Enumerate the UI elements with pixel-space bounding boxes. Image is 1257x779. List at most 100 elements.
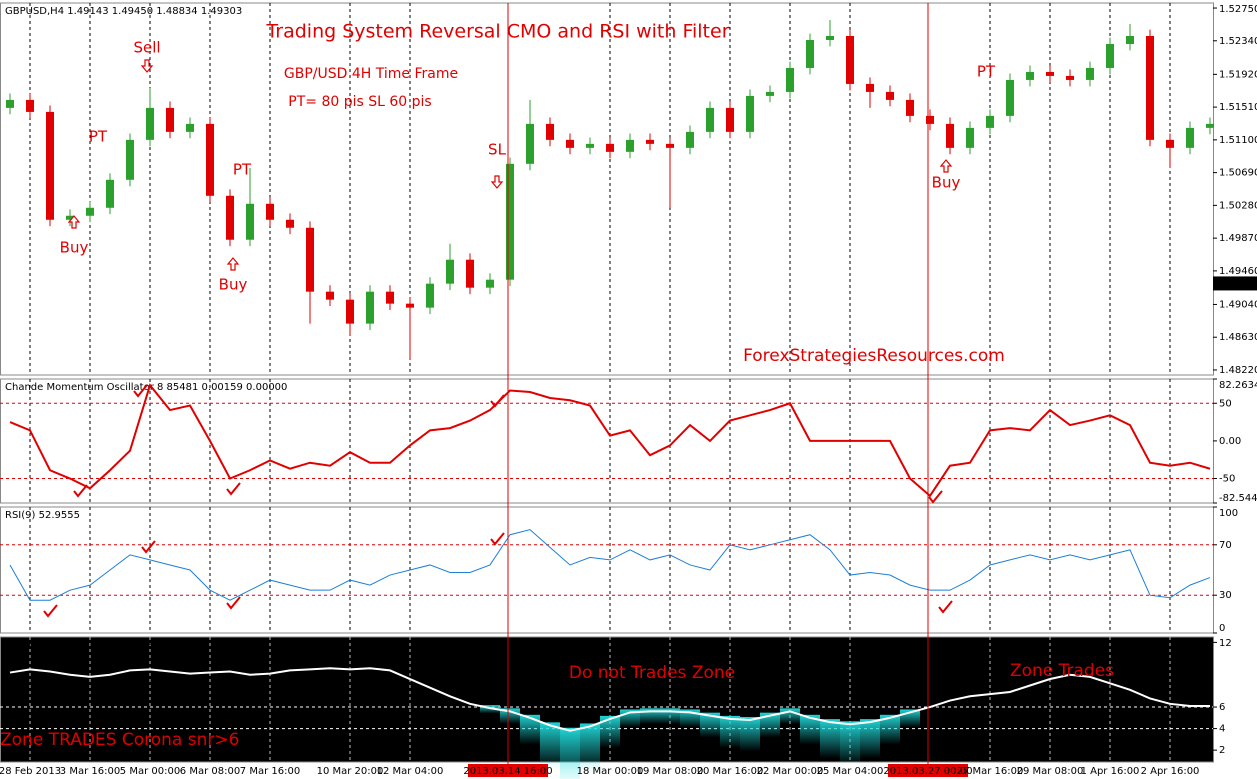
candle-body xyxy=(466,259,474,288)
signal-arrow xyxy=(140,59,154,73)
x-tick-label: 2013.03.14 16:00 xyxy=(463,766,552,777)
x-tick-label: 10 Mar 20:00 xyxy=(317,766,384,777)
snr-glow xyxy=(560,727,580,779)
snr-glow xyxy=(480,705,500,714)
signal-label: PT xyxy=(89,128,108,146)
candle-body xyxy=(846,35,854,84)
signal-label: Buy xyxy=(60,239,89,257)
checkmark xyxy=(938,600,953,614)
candle-body xyxy=(186,123,194,132)
candle-body xyxy=(1006,79,1014,116)
candle-body xyxy=(46,111,54,220)
candle-body xyxy=(1126,35,1134,44)
candle-body xyxy=(986,115,994,128)
signal-label: Buy xyxy=(219,276,248,294)
candle-body xyxy=(166,107,174,132)
y-tick-label: 100 xyxy=(1219,508,1238,519)
candle-body xyxy=(606,143,614,152)
panel-header: CoronaSNR v2.1 [H4] (4) 9.8803 xyxy=(5,640,167,651)
snr-glow xyxy=(600,715,620,748)
note: PT= 80 pis SL 60 pis xyxy=(288,94,431,110)
candle-body xyxy=(866,83,874,92)
candle-body xyxy=(1146,35,1154,140)
candle-body xyxy=(566,139,574,148)
candle-body xyxy=(6,99,14,108)
x-tick-label: 12 Mar 04:00 xyxy=(377,766,444,777)
y-tick-label: 1.51100 xyxy=(1219,135,1257,146)
panel-header: RSI(9) 52.9555 xyxy=(5,510,80,521)
checkmark xyxy=(928,490,943,504)
candle-body xyxy=(286,219,294,228)
snr-glow xyxy=(800,714,820,745)
x-tick-label: 28 Feb 2013 xyxy=(0,766,61,777)
signal-arrow xyxy=(490,175,504,189)
snr-glow xyxy=(840,721,860,766)
x-tick-label: 25 Mar 04:00 xyxy=(817,766,884,777)
x-tick-label: 18 Mar 00:00 xyxy=(577,766,644,777)
signal-label: Buy xyxy=(932,174,961,192)
checkmark xyxy=(141,540,156,554)
candle-body xyxy=(886,91,894,100)
candle-body xyxy=(726,107,734,132)
candle-body xyxy=(246,203,254,240)
candle-body xyxy=(206,123,214,196)
y-tick-label: 30 xyxy=(1219,590,1232,601)
candle-body xyxy=(126,139,134,180)
watermark: ForexStrategiesResources.com xyxy=(743,346,1005,366)
snr-glow xyxy=(740,716,760,752)
candle-body xyxy=(266,203,274,220)
signal-label: SL xyxy=(488,141,507,159)
y-tick-label: 0.00 xyxy=(1219,436,1241,447)
candle-body xyxy=(526,123,534,164)
y-tick-label: 1.50690 xyxy=(1219,168,1257,179)
last-price-box xyxy=(1213,276,1257,291)
indicator-line xyxy=(9,529,1211,601)
candle-body xyxy=(946,123,954,148)
y-tick-label: -50 xyxy=(1219,474,1235,485)
snr-glow xyxy=(760,712,780,738)
signal-label: Sell xyxy=(133,39,160,57)
candle-body xyxy=(426,283,434,308)
x-tick-label: 7 Mar 16:00 xyxy=(240,766,300,777)
y-tick-label: 1.49870 xyxy=(1219,233,1257,244)
signal-arrow xyxy=(939,159,953,173)
candle-body xyxy=(1066,75,1074,80)
y-tick-label: 6 xyxy=(1219,702,1225,713)
snr-glow xyxy=(860,719,880,759)
x-tick-label: 3 Mar 16:00 xyxy=(60,766,120,777)
candle-body xyxy=(1046,71,1054,76)
snr-glow xyxy=(540,722,560,769)
candle-body xyxy=(86,207,94,216)
y-tick-label: 1.51920 xyxy=(1219,69,1257,80)
candle-body xyxy=(146,107,154,140)
signal-label: PT xyxy=(233,161,252,179)
y-tick-label: 1.50280 xyxy=(1219,200,1257,211)
y-tick-label: 82.2634 xyxy=(1219,380,1257,391)
candle-body xyxy=(346,299,354,324)
candle-body xyxy=(746,95,754,132)
candle-body xyxy=(1026,71,1034,80)
signal-arrow xyxy=(67,215,81,229)
y-tick-label: 1.48630 xyxy=(1219,332,1257,343)
signal-label: PT xyxy=(977,63,996,81)
candle-body xyxy=(686,131,694,148)
checkmark xyxy=(226,482,241,496)
cursor-label-box xyxy=(468,764,548,777)
candle-body xyxy=(546,123,554,140)
candle-body xyxy=(226,195,234,240)
candle-body xyxy=(106,179,114,208)
candle-body xyxy=(506,163,514,280)
y-tick-label: 50 xyxy=(1219,398,1232,409)
candle-body xyxy=(386,291,394,304)
snr-glow xyxy=(880,714,900,745)
last-price-label: 1.49303 xyxy=(1218,278,1257,289)
checkmark xyxy=(43,604,58,618)
candle-body xyxy=(646,139,654,144)
y-tick-label: -82.5441 xyxy=(1219,493,1257,504)
y-tick-label: 4 xyxy=(1219,724,1225,735)
cursor-label-box xyxy=(888,764,968,777)
candle-body xyxy=(706,107,714,132)
signal-arrow xyxy=(226,257,240,271)
